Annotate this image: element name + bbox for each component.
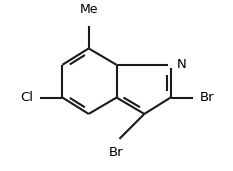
Text: Me: Me xyxy=(79,3,98,16)
Text: Cl: Cl xyxy=(20,91,33,104)
Text: Br: Br xyxy=(200,91,215,104)
Text: N: N xyxy=(176,58,186,71)
Text: Br: Br xyxy=(109,146,124,159)
